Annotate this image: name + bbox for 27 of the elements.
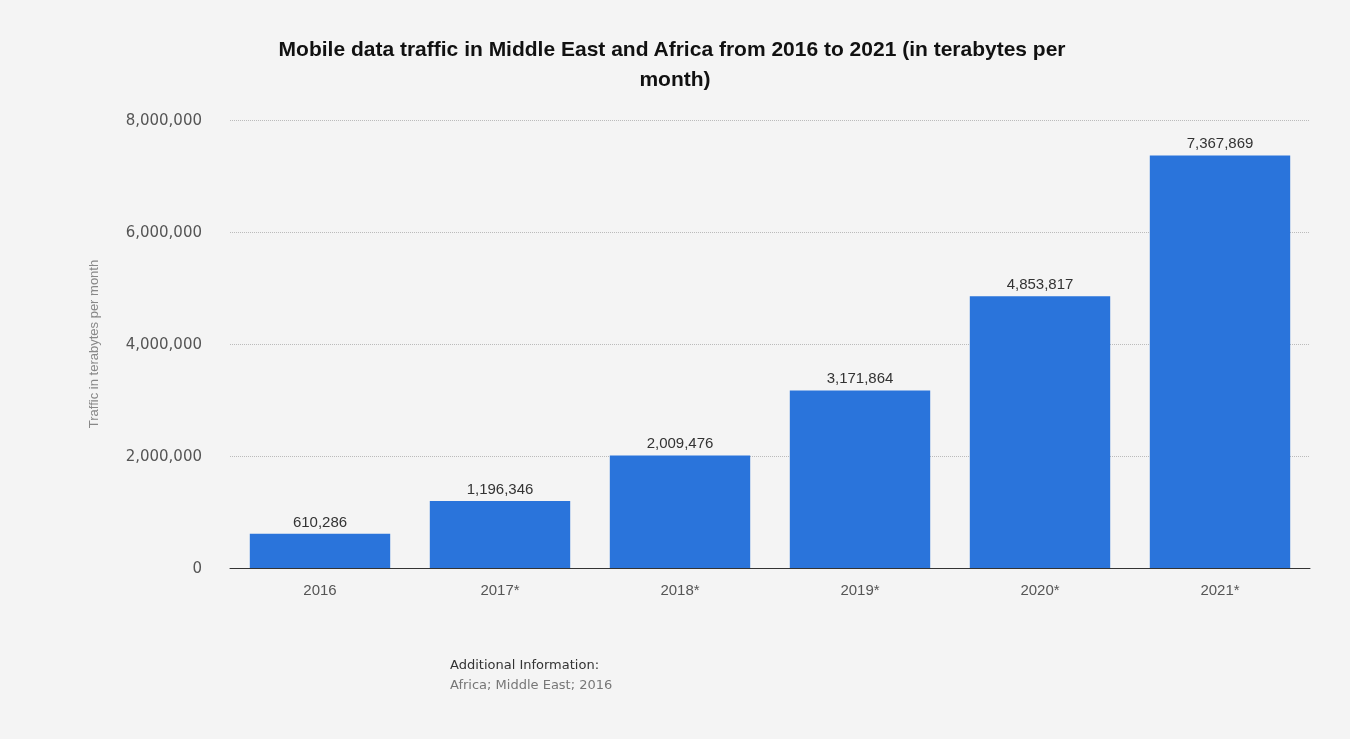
y-tick-label: 2,000,000 [125, 447, 202, 465]
y-tick-label: 0 [192, 559, 202, 577]
y-tick-label: 4,000,000 [125, 335, 202, 353]
bar [429, 501, 571, 568]
x-tick-label: 2017* [480, 581, 520, 598]
y-axis-title: Traffic in terabytes per month [86, 259, 101, 429]
bar [609, 455, 751, 568]
data-label: 2,009,476 [646, 434, 714, 452]
x-tick-label: 2020* [1020, 581, 1060, 598]
data-label: 4,853,817 [1006, 275, 1074, 293]
bar [1149, 155, 1291, 568]
bar [969, 296, 1111, 568]
data-label: 7,367,869 [1186, 134, 1254, 152]
x-tick-label: 2019* [840, 581, 880, 598]
data-label: 610,286 [292, 512, 348, 530]
y-tick-label: 6,000,000 [125, 223, 202, 241]
x-tick-label: 2016 [303, 581, 337, 598]
text: Additional Information: [450, 657, 601, 672]
y-tick-label: 8,000,000 [125, 111, 202, 129]
x-tick-label: 2018* [660, 581, 700, 598]
chart-title: Mobile data traffic in Middle East and Africa from 2016 to 2021 (in terabytes per month) [278, 36, 1072, 90]
data-label: 3,171,864 [826, 369, 894, 387]
data-label: 1,196,346 [466, 480, 534, 497]
bar [249, 533, 391, 568]
bar [789, 390, 931, 568]
text: Africa; Middle East; 2016 [450, 677, 613, 692]
x-tick-label: 2021* [1200, 581, 1240, 598]
